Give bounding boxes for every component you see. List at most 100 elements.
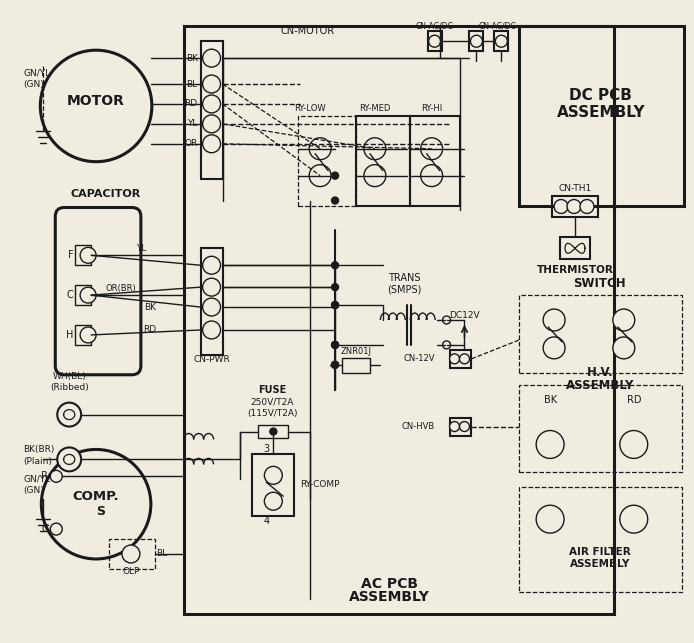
Text: BL: BL bbox=[187, 80, 198, 89]
Circle shape bbox=[332, 262, 339, 269]
Text: DC PCB: DC PCB bbox=[570, 89, 632, 104]
Text: AC PCB: AC PCB bbox=[362, 577, 418, 591]
Circle shape bbox=[332, 341, 339, 349]
Bar bbox=[75, 246, 91, 266]
Text: WH(BL): WH(BL) bbox=[52, 372, 86, 381]
Circle shape bbox=[203, 49, 221, 67]
Circle shape bbox=[203, 135, 221, 153]
Bar bbox=[409, 116, 459, 206]
Text: YL: YL bbox=[187, 120, 198, 129]
Circle shape bbox=[613, 309, 635, 331]
Text: ZNR01J: ZNR01J bbox=[341, 347, 371, 356]
Circle shape bbox=[309, 165, 331, 186]
Circle shape bbox=[270, 428, 277, 435]
Circle shape bbox=[536, 431, 564, 458]
Circle shape bbox=[332, 197, 339, 204]
Text: (Plain): (Plain) bbox=[24, 457, 52, 466]
Text: BK: BK bbox=[186, 53, 198, 62]
Bar bbox=[450, 350, 471, 368]
Circle shape bbox=[332, 302, 339, 309]
Bar bbox=[428, 32, 441, 51]
Text: CN-AC/DC: CN-AC/DC bbox=[416, 22, 453, 31]
Text: ASSEMBLY: ASSEMBLY bbox=[349, 590, 430, 604]
Circle shape bbox=[81, 248, 96, 263]
Circle shape bbox=[50, 470, 62, 482]
Circle shape bbox=[81, 327, 96, 343]
Text: ASSEMBLY: ASSEMBLY bbox=[570, 559, 630, 569]
Circle shape bbox=[203, 278, 221, 296]
Text: RD: RD bbox=[627, 395, 641, 404]
Text: 250V/T2A: 250V/T2A bbox=[251, 397, 294, 406]
Circle shape bbox=[554, 199, 568, 213]
Text: BK(BR): BK(BR) bbox=[24, 445, 55, 454]
Bar bbox=[109, 539, 155, 569]
Circle shape bbox=[58, 448, 81, 471]
Bar bbox=[75, 285, 91, 305]
Text: BK: BK bbox=[543, 395, 557, 404]
Circle shape bbox=[543, 337, 565, 359]
Text: ASSEMBLY: ASSEMBLY bbox=[566, 379, 634, 392]
Circle shape bbox=[613, 337, 635, 359]
Circle shape bbox=[364, 165, 386, 186]
Text: CN-HVB: CN-HVB bbox=[401, 422, 434, 431]
Text: BL: BL bbox=[156, 550, 167, 559]
Text: CN-MOTOR: CN-MOTOR bbox=[280, 26, 335, 36]
Text: S: S bbox=[96, 505, 105, 518]
Circle shape bbox=[332, 284, 339, 291]
Text: TRANS: TRANS bbox=[389, 273, 421, 283]
Circle shape bbox=[536, 505, 564, 533]
Circle shape bbox=[443, 316, 450, 324]
Circle shape bbox=[429, 35, 441, 47]
Bar bbox=[356, 116, 409, 206]
Text: RD: RD bbox=[185, 100, 198, 109]
Text: R: R bbox=[42, 471, 49, 482]
Circle shape bbox=[580, 199, 594, 213]
Bar bbox=[519, 487, 682, 592]
Circle shape bbox=[42, 449, 151, 559]
Circle shape bbox=[309, 138, 331, 159]
Circle shape bbox=[543, 309, 565, 331]
Circle shape bbox=[459, 354, 469, 364]
Text: CN-AC/DC: CN-AC/DC bbox=[478, 22, 516, 31]
Circle shape bbox=[203, 95, 221, 113]
Bar bbox=[258, 424, 288, 439]
Bar bbox=[519, 26, 684, 206]
Text: CN-PWR: CN-PWR bbox=[193, 356, 230, 365]
Bar bbox=[298, 116, 356, 206]
Circle shape bbox=[264, 466, 282, 484]
Text: RY-MED: RY-MED bbox=[359, 104, 391, 113]
Text: GN/YL: GN/YL bbox=[24, 475, 51, 484]
Text: RY-COMP: RY-COMP bbox=[301, 480, 339, 489]
Text: FUSE: FUSE bbox=[258, 385, 287, 395]
Text: COMP.: COMP. bbox=[73, 490, 119, 503]
Text: SWITCH: SWITCH bbox=[573, 276, 626, 289]
Bar bbox=[184, 26, 613, 613]
Circle shape bbox=[203, 298, 221, 316]
Bar bbox=[560, 237, 590, 259]
Text: GN/YL: GN/YL bbox=[24, 69, 51, 78]
Circle shape bbox=[567, 199, 581, 213]
Circle shape bbox=[421, 138, 443, 159]
Text: THERMISTOR: THERMISTOR bbox=[536, 265, 613, 275]
Bar bbox=[450, 417, 471, 435]
Circle shape bbox=[620, 431, 648, 458]
Text: (GN): (GN) bbox=[24, 485, 44, 494]
Text: C: C bbox=[42, 524, 49, 534]
Bar bbox=[201, 41, 223, 179]
Circle shape bbox=[58, 403, 81, 426]
Text: CN-12V: CN-12V bbox=[403, 354, 434, 363]
Text: CN-TH1: CN-TH1 bbox=[559, 184, 592, 193]
Text: DC12V: DC12V bbox=[449, 311, 480, 320]
Circle shape bbox=[443, 341, 450, 349]
Circle shape bbox=[203, 75, 221, 93]
Text: MOTOR: MOTOR bbox=[67, 94, 125, 108]
Circle shape bbox=[364, 138, 386, 159]
Text: CAPACITOR: CAPACITOR bbox=[71, 188, 141, 199]
Bar bbox=[519, 295, 682, 373]
Text: RY-HI: RY-HI bbox=[421, 104, 442, 113]
Text: OR: OR bbox=[185, 140, 198, 149]
Text: H.V.: H.V. bbox=[586, 367, 613, 379]
Text: OLP: OLP bbox=[122, 567, 139, 576]
Circle shape bbox=[332, 302, 339, 309]
Text: C: C bbox=[67, 290, 73, 300]
